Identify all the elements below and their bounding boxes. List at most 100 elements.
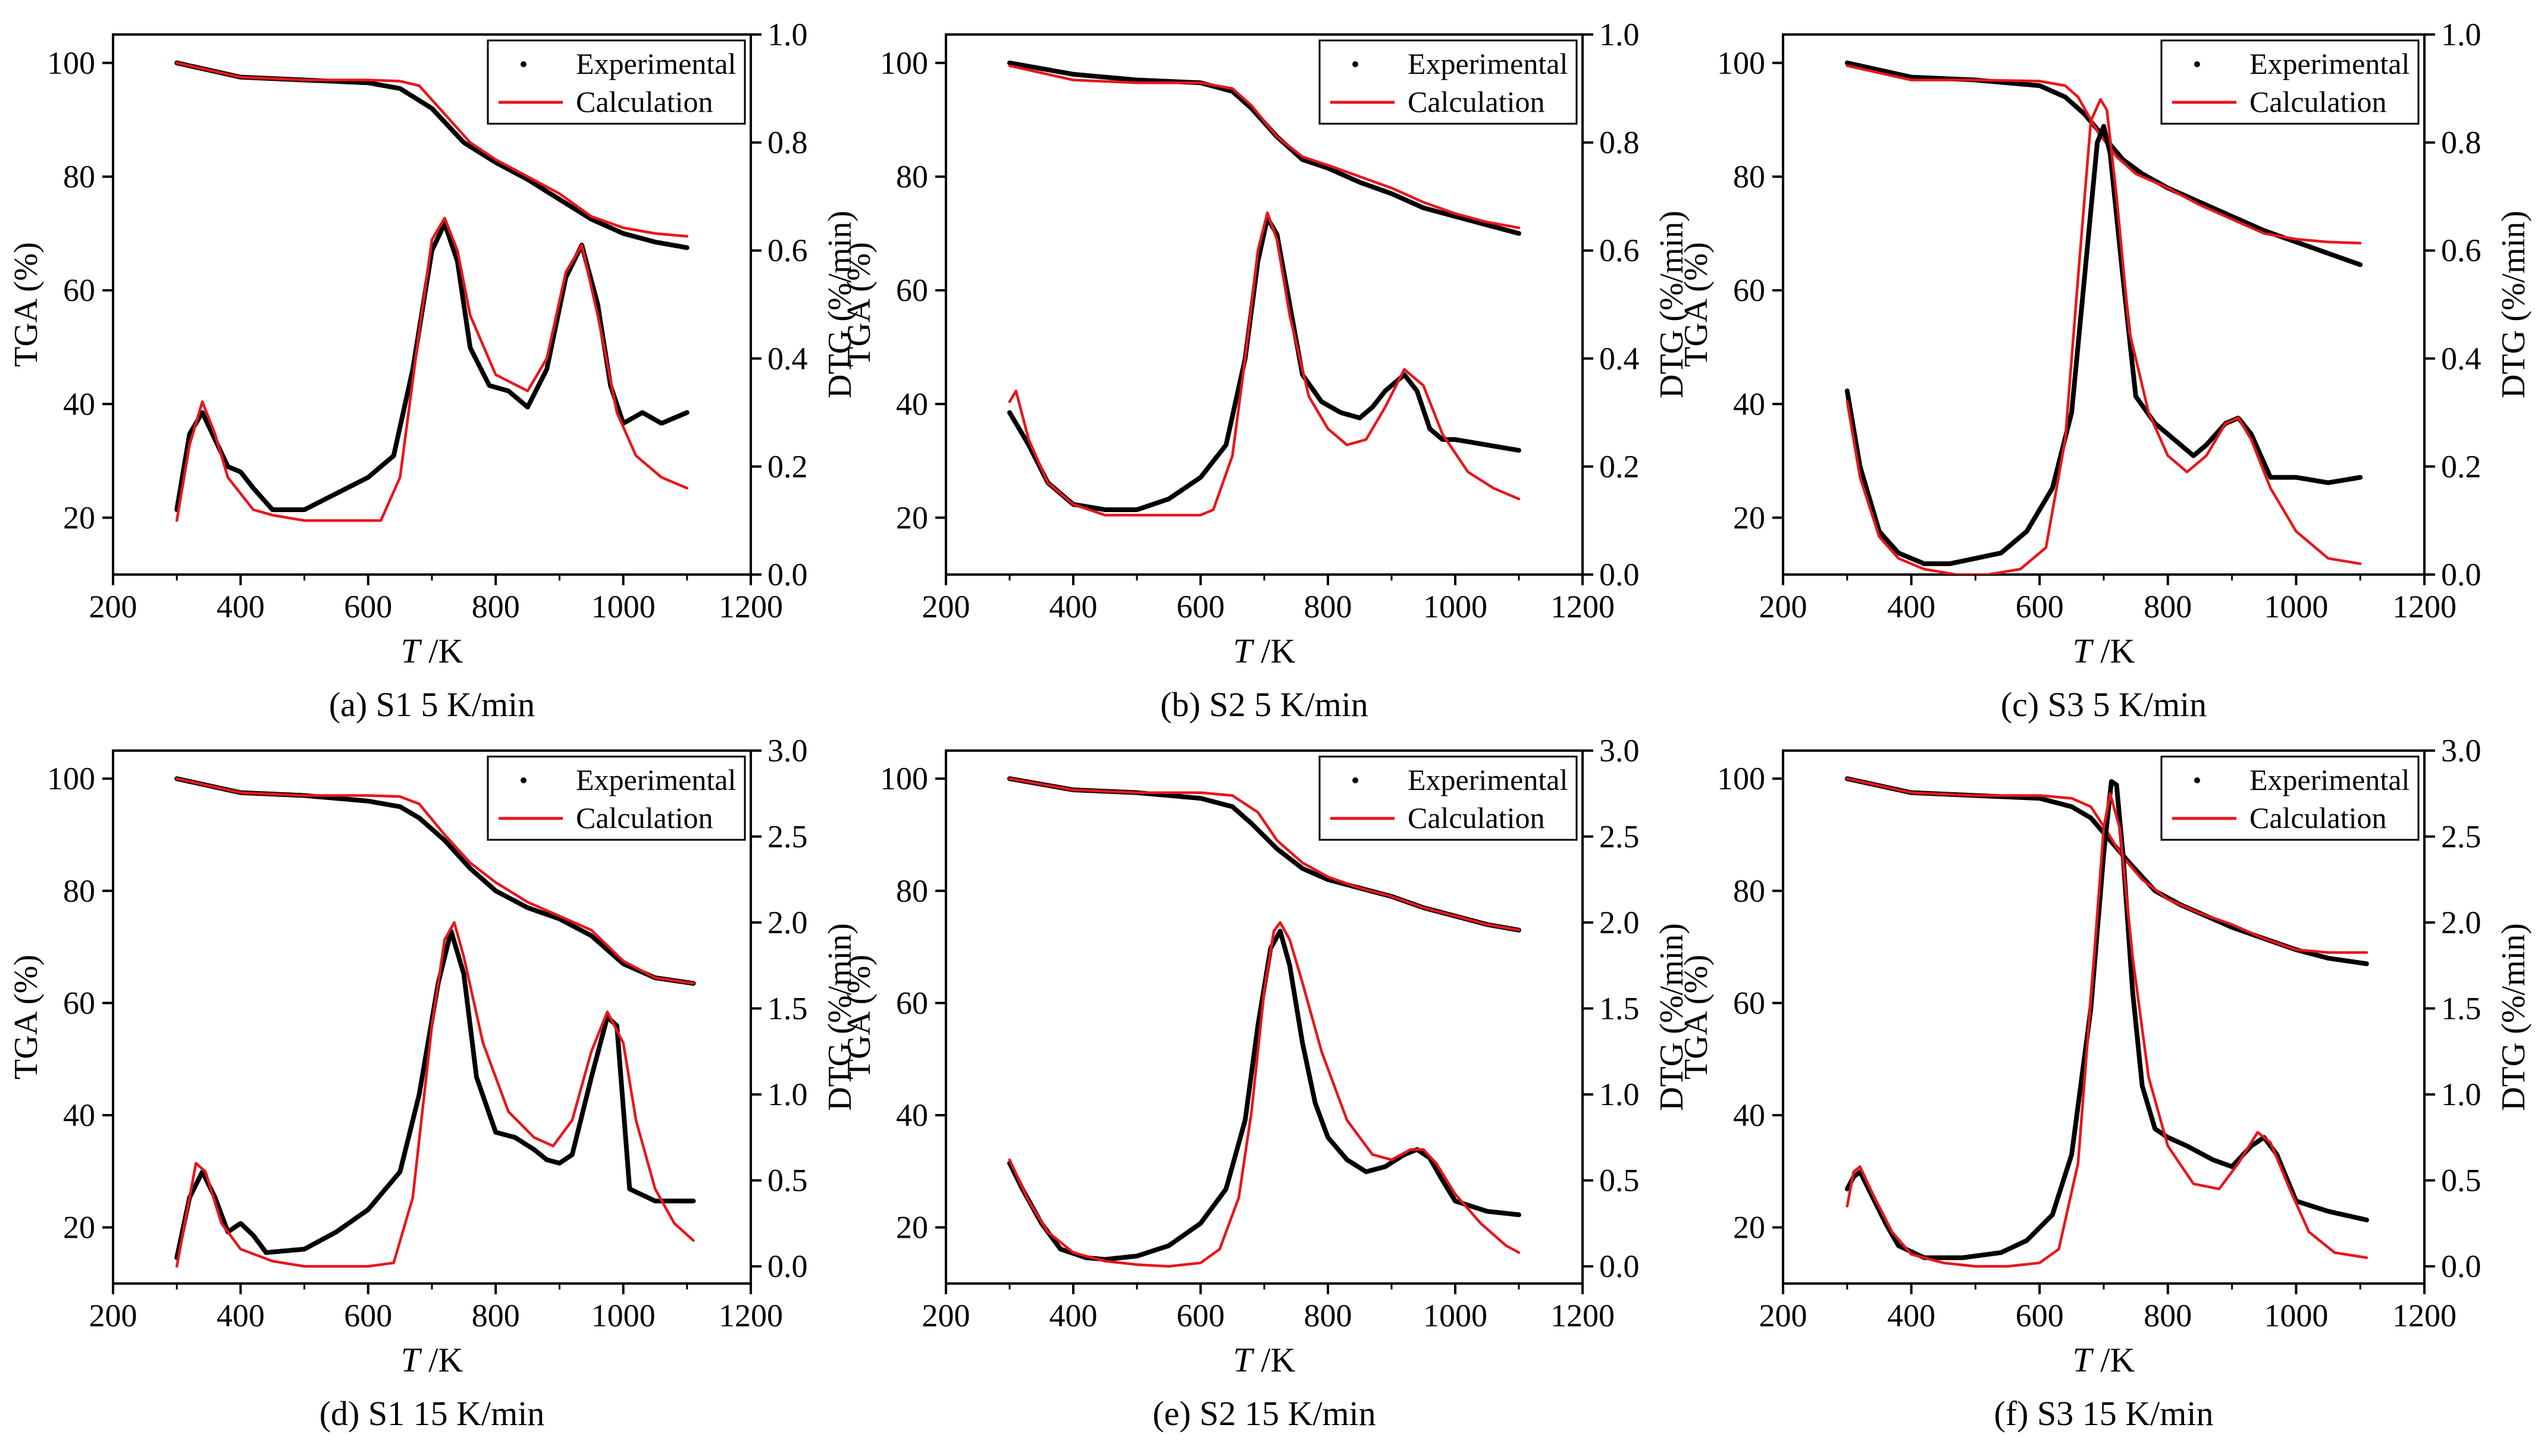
y-right-tick-label: 3.0 [767, 733, 808, 768]
panel-caption: (d) S1 15 K/min [319, 1394, 545, 1433]
x-axis-label-unit: /K [1252, 632, 1296, 670]
y-left-tick-label: 80 [896, 159, 928, 194]
x-tick-label: 200 [1759, 1298, 1807, 1333]
x-tick-label: 1000 [591, 589, 656, 625]
series-group [1844, 60, 2363, 575]
x-axis-label: T /K [1233, 632, 1296, 670]
x-tick-label: 600 [344, 589, 392, 625]
y-right-tick-label: 2.5 [1599, 819, 1640, 855]
y-right-tick-label: 0.6 [767, 233, 808, 268]
x-tick-label: 600 [1177, 589, 1225, 625]
calculation-dtg-line [1008, 211, 1521, 517]
y-left-tick-label: 40 [63, 386, 95, 422]
y-right-tick-label: 0.5 [767, 1163, 808, 1198]
legend-box [1318, 755, 1578, 841]
experimental-tga-line [1007, 60, 1521, 236]
experimental-dtg-line [1844, 124, 2363, 566]
series-group [1844, 776, 2369, 1268]
legend-box [2160, 39, 2420, 125]
y-left-tick-label: 80 [896, 873, 928, 909]
x-tick-label: 600 [344, 1298, 392, 1333]
legend: Experimental Calculation [2160, 39, 2420, 125]
y-right-tick-label: 3.0 [2441, 733, 2482, 768]
x-tick-label: 1200 [1550, 1298, 1615, 1333]
legend-experimental-label: Experimental [2249, 763, 2410, 796]
legend-calculation-label: Calculation [576, 85, 713, 118]
x-tick-label: 800 [1304, 1298, 1352, 1333]
y-left-axis-label: TGA (%) [841, 242, 878, 367]
x-axis-label-unit: /K [2092, 632, 2135, 670]
legend-calculation-label: Calculation [576, 801, 713, 834]
y-right-tick-label: 1.5 [1599, 991, 1640, 1027]
legend: Experimental Calculation [2160, 755, 2420, 841]
y-right-tick-label: 0.0 [767, 557, 808, 592]
y-left-axis-label: TGA (%) [8, 242, 45, 367]
panel-caption: (a) S1 5 K/min [329, 685, 535, 724]
x-tick-label: 400 [1049, 589, 1098, 625]
legend-calculation-label: Calculation [2249, 801, 2387, 834]
x-axis-label: T /K [401, 1341, 463, 1379]
y-right-tick-label: 2.5 [767, 819, 808, 855]
y-right-tick-label: 0.6 [1599, 233, 1640, 268]
y-right-tick-label: 1.0 [2441, 17, 2482, 52]
x-tick-label: 400 [217, 1298, 265, 1333]
series-group [1007, 60, 1521, 517]
x-axis-label: T /K [1233, 1341, 1296, 1379]
legend-box [1318, 39, 1578, 125]
x-tick-label: 1200 [719, 589, 783, 625]
calculation-dtg-line [1008, 921, 1521, 1268]
legend: Experimental Calculation [487, 755, 746, 841]
legend-box [487, 39, 746, 125]
legend-experimental-marker [1352, 777, 1358, 783]
y-right-axis-label: DTG (%/min) [1653, 211, 1690, 398]
y-right-tick-label: 0.2 [767, 448, 808, 484]
x-tick-label: 800 [472, 589, 520, 625]
series-group [1007, 776, 1521, 1268]
x-axis-label-unit: /K [420, 1341, 463, 1379]
y-right-axis-label: DTG (%/min) [2495, 923, 2532, 1111]
y-right-axis-label: DTG (%/min) [2495, 211, 2532, 398]
legend-experimental-marker [1352, 61, 1358, 67]
y-right-tick-label: 3.0 [1599, 733, 1640, 768]
x-axis-label-unit: /K [2092, 1341, 2135, 1379]
panel-a: 200 400 600 800 1000 1200 20 40 60 80 100 0.0 0.2 0.4… [8, 17, 859, 724]
y-left-tick-label: 80 [1733, 159, 1765, 194]
y-left-axis-label: TGA (%) [8, 955, 45, 1080]
series-group [174, 60, 690, 522]
x-tick-label: 600 [2016, 1298, 2064, 1333]
x-tick-label: 1000 [1423, 589, 1487, 625]
y-left-axis-label: TGA (%) [1678, 955, 1715, 1080]
y-right-tick-label: 0.8 [767, 125, 808, 161]
y-left-tick-label: 40 [896, 1097, 928, 1133]
x-tick-label: 200 [89, 589, 137, 625]
x-tick-label: 600 [1177, 1298, 1225, 1333]
y-right-tick-label: 0.0 [2441, 1248, 2482, 1284]
panel-f: 200 400 600 800 1000 1200 20 40 60 80 100 0.0 0.5 1.0… [1678, 733, 2532, 1433]
legend-experimental-label: Experimental [1408, 47, 1568, 80]
x-axis-label-variable: T [401, 1341, 422, 1379]
y-right-tick-label: 0.8 [1599, 125, 1640, 161]
x-axis-label-variable: T [2073, 1341, 2094, 1379]
y-left-tick-label: 60 [63, 985, 95, 1021]
calculation-tga-line [1846, 64, 2362, 245]
y-right-tick-label: 0.5 [1599, 1163, 1640, 1198]
calculation-tga-line [175, 777, 695, 985]
x-tick-label: 800 [472, 1298, 520, 1333]
calculation-dtg-line [1846, 792, 2368, 1268]
x-axis-label-variable: T [2073, 632, 2094, 670]
experimental-dtg-line [1844, 779, 2369, 1260]
legend-experimental-label: Experimental [576, 47, 736, 80]
y-left-axis-label: TGA (%) [1678, 242, 1715, 367]
y-right-tick-label: 2.0 [767, 905, 808, 940]
x-tick-label: 400 [217, 589, 265, 625]
legend: Experimental Calculation [487, 39, 746, 125]
y-right-axis-label: DTG (%/min) [1653, 923, 1690, 1111]
legend-experimental-label: Experimental [576, 763, 736, 796]
calculation-tga-line [1008, 64, 1521, 230]
y-left-tick-label: 100 [47, 761, 95, 796]
y-left-tick-label: 40 [1733, 386, 1765, 422]
y-left-tick-label: 40 [63, 1097, 95, 1133]
y-left-tick-label: 80 [63, 159, 95, 194]
x-tick-label: 1000 [591, 1298, 656, 1333]
